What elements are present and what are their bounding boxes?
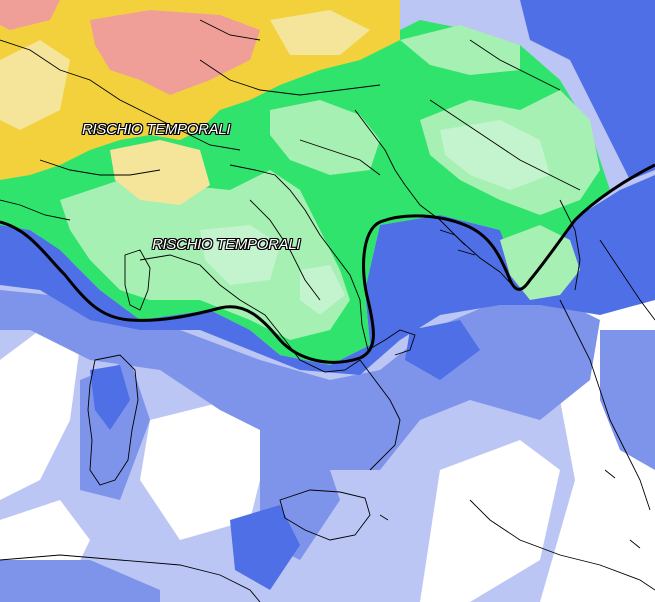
front-line (0, 163, 655, 364)
pink-areas (0, 0, 260, 95)
thunderstorm-risk-label: RISCHIO TEMPORALI (152, 236, 301, 253)
thunderstorm-risk-label: RISCHIO TEMPORALI (82, 121, 231, 138)
mint-areas (200, 120, 550, 315)
coastlines-borders (0, 19, 655, 602)
pale-yellow-areas (0, 10, 370, 205)
